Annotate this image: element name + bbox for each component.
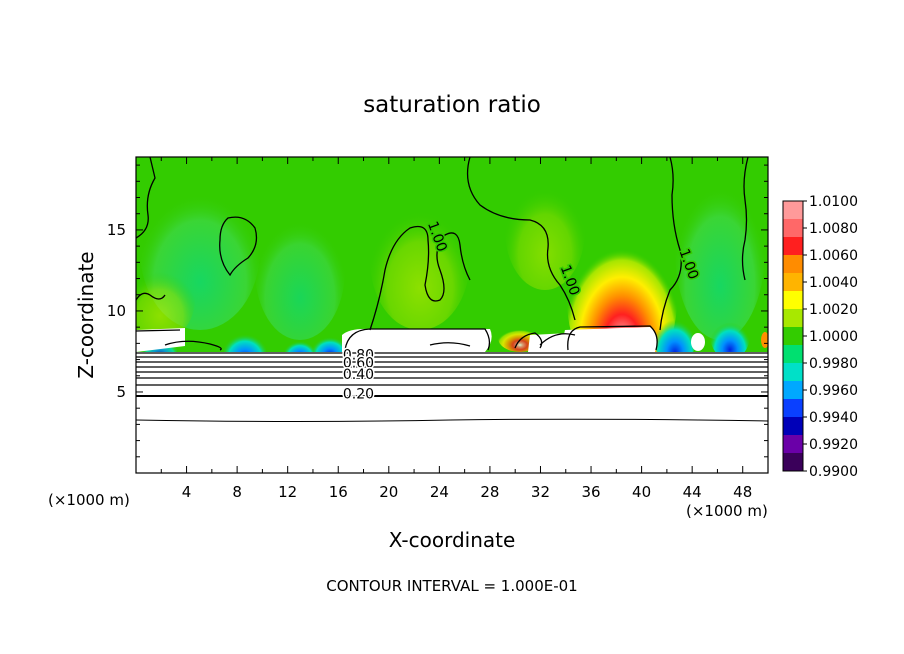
colorbar-swatch xyxy=(783,219,803,238)
colorbar-swatch xyxy=(783,363,803,382)
field-patch xyxy=(136,260,195,340)
contour-label: 0.60 xyxy=(343,356,374,372)
y-axis-label: Z-coordinate xyxy=(74,251,98,378)
colorbar-label: 0.9960 xyxy=(809,383,858,399)
field-patch xyxy=(675,160,765,340)
y-tick-label: 10 xyxy=(107,302,126,320)
colorbar-label: 0.9980 xyxy=(809,356,858,372)
x-unit-right: (×1000 m) xyxy=(686,502,768,520)
x-tick-label: 48 xyxy=(733,483,752,501)
colorbar: 1.0100 1.0080 1.0060 1.0040 1.0020 1.0000 0.99… xyxy=(782,194,858,480)
x-tick-label: 20 xyxy=(379,483,398,501)
dry-pocket xyxy=(710,310,750,360)
colorbar-label: 1.0060 xyxy=(809,248,858,264)
field-patch xyxy=(370,190,470,330)
colorbar-label: 0.9920 xyxy=(809,437,858,453)
colorbar-label: 1.0000 xyxy=(809,329,858,345)
x-tick-label: 24 xyxy=(430,483,449,501)
colorbar-swatch xyxy=(783,255,803,274)
x-tick-label: 36 xyxy=(581,483,600,501)
cloud-block xyxy=(136,328,185,352)
colorbar-swatch xyxy=(783,399,803,418)
x-tick-label: 32 xyxy=(531,483,550,501)
x-unit-left: (×1000 m) xyxy=(48,491,130,509)
x-tick-label: 8 xyxy=(232,483,242,501)
contour-label: 0.20 xyxy=(343,386,374,402)
cloud-block xyxy=(691,333,705,351)
colorbar-swatch xyxy=(783,327,803,346)
colorbar-swatch xyxy=(783,201,803,220)
colorbar-swatch xyxy=(783,453,803,472)
x-tick-label: 4 xyxy=(182,483,192,501)
colorbar-label: 1.0080 xyxy=(809,221,858,237)
x-tick-label: 12 xyxy=(278,483,297,501)
y-tick-label: 5 xyxy=(116,383,126,401)
chart-title: saturation ratio xyxy=(363,92,541,118)
colorbar-label: 0.9940 xyxy=(809,410,858,426)
y-tick-label: 15 xyxy=(107,221,126,239)
contour-label: 0.80 xyxy=(343,348,374,364)
colorbar-swatch xyxy=(783,309,803,328)
cloud-block xyxy=(528,333,570,352)
field-patch xyxy=(255,200,345,340)
cloud-block xyxy=(342,328,492,352)
colorbar-swatch xyxy=(783,435,803,454)
plot-area: 1.001.00 1.000.800.600.400.20 xyxy=(136,157,768,473)
colorbar-swatch xyxy=(783,237,803,256)
contour-interval-note: CONTOUR INTERVAL = 1.000E-01 xyxy=(326,577,577,595)
colorbar-label: 1.0020 xyxy=(809,302,858,318)
colorbar-swatch xyxy=(783,381,803,400)
subsaturated-region xyxy=(136,352,768,473)
x-tick-label: 40 xyxy=(632,483,651,501)
x-tick-label: 44 xyxy=(683,483,702,501)
contour-lines xyxy=(136,157,768,422)
x-tick-label: 28 xyxy=(480,483,499,501)
cloud-block xyxy=(560,327,657,352)
colorbar-swatch xyxy=(783,291,803,310)
x-tick-label: 16 xyxy=(329,483,348,501)
colorbar-label: 0.9900 xyxy=(809,464,858,480)
colorbar-label: 1.0100 xyxy=(809,194,858,210)
x-axis-label: X-coordinate xyxy=(389,528,516,552)
dry-pocket xyxy=(653,305,697,365)
contour-label: 0.40 xyxy=(343,367,374,383)
colorbar-swatch xyxy=(783,273,803,292)
x-axis: 4 8 12 16 20 24 28 32 36 40 44 48 xyxy=(160,157,752,501)
cloud-edge xyxy=(761,332,768,348)
colorbar-label: 1.0040 xyxy=(809,275,858,291)
colorbar-swatch xyxy=(783,417,803,436)
plot-frame xyxy=(135,156,769,474)
y-axis: 5 10 15 xyxy=(107,164,768,458)
colorbar-swatch xyxy=(783,345,803,364)
